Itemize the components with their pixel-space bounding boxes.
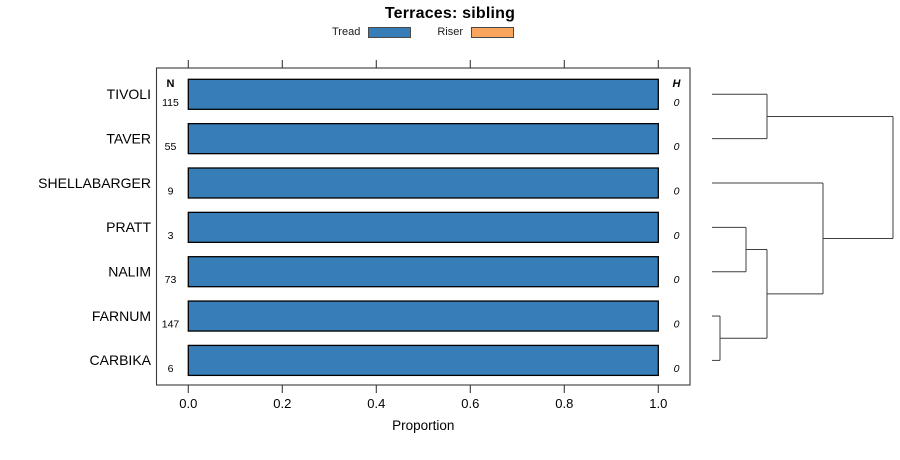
bar-tread (187, 167, 659, 199)
legend: Tread Riser (0, 26, 873, 38)
x-axis-label: Proportion (392, 418, 454, 433)
h-value: 0 (674, 141, 680, 153)
h-column-header: H (673, 78, 682, 90)
n-value: 115 (162, 97, 179, 109)
h-value: 0 (674, 186, 680, 198)
n-value: 147 (162, 319, 180, 331)
row-label: SHELLABARGER (38, 175, 151, 191)
row-label: TAVER (106, 130, 151, 146)
h-value: 0 (674, 97, 680, 109)
n-value: 6 (168, 363, 174, 375)
legend-swatch-tread (368, 26, 412, 38)
bar-tread (187, 123, 659, 155)
n-column-header: N (167, 78, 175, 90)
row-label: CARBIKA (90, 352, 152, 368)
legend-label-tread: Tread (332, 26, 361, 38)
row-label: TIVOLI (107, 86, 151, 102)
h-value: 0 (674, 274, 680, 286)
bar-tread (187, 300, 659, 332)
bar-tread (187, 256, 659, 288)
row-label: PRATT (106, 219, 151, 235)
n-value: 9 (168, 186, 174, 198)
legend-item-tread: Tread (332, 26, 412, 38)
bar-tread (187, 78, 659, 110)
x-tick-label: 0.6 (461, 396, 479, 411)
row-label: NALIM (108, 264, 151, 280)
h-value: 0 (674, 363, 680, 375)
legend-label-riser: Riser (437, 26, 463, 38)
x-tick-label: 0.4 (367, 396, 385, 411)
x-tick-label: 0.2 (273, 396, 291, 411)
chart-title: Terraces: sibling (384, 5, 516, 22)
bar-tread (187, 211, 659, 244)
n-value: 73 (165, 274, 177, 286)
legend-swatch-riser (471, 26, 514, 38)
x-tick-label: 0.8 (555, 396, 573, 411)
plot-box (155, 67, 691, 386)
h-value: 0 (674, 230, 680, 242)
n-value: 55 (165, 141, 177, 153)
x-tick-label: 0.0 (179, 396, 197, 411)
h-value: 0 (674, 319, 680, 331)
row-label: FARNUM (92, 308, 151, 324)
bar-tread (187, 344, 659, 377)
n-value: 3 (168, 230, 174, 242)
legend-item-riser: Riser (437, 26, 514, 38)
x-tick-label: 1.0 (649, 396, 667, 411)
